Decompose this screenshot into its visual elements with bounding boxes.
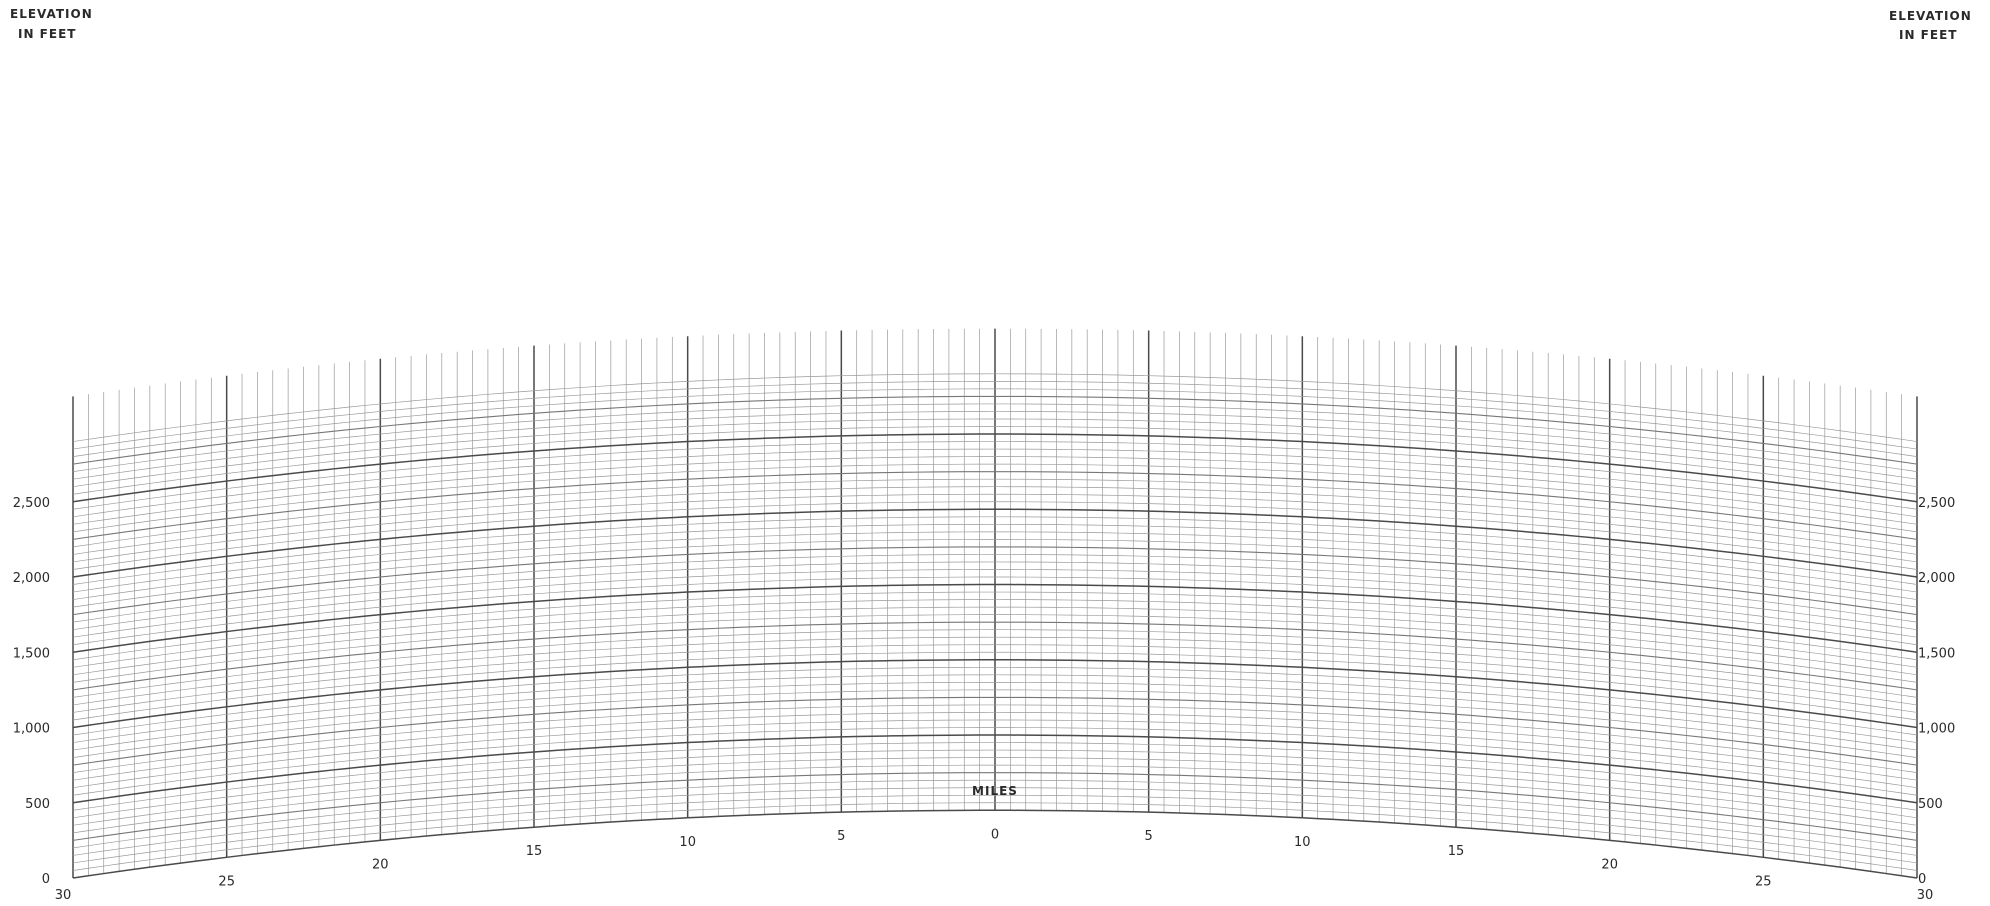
- elevation-gridline: [72, 696, 1918, 766]
- elevation-gridline: [72, 501, 1918, 570]
- elevation-gridline: [72, 418, 1918, 488]
- elevation-gridline: [72, 411, 1918, 480]
- elevation-gridline: [72, 433, 1918, 503]
- curved-grid: [72, 328, 1918, 879]
- elevation-gridline: [72, 523, 1918, 593]
- elevation-gridline: [72, 636, 1918, 706]
- elevation-gridline: [72, 749, 1918, 819]
- elevation-tick-label-left: 500: [25, 797, 50, 812]
- elevation-gridline: [72, 426, 1918, 495]
- mile-tick-label: 5: [1145, 829, 1153, 844]
- elevation-gridline: [72, 463, 1918, 533]
- elevation-gridline: [72, 493, 1918, 563]
- elevation-gridline: [72, 674, 1918, 743]
- right-axis-title-line-2: IN FEET: [1899, 28, 1957, 42]
- mile-tick-label: 30: [55, 888, 72, 903]
- elevation-tick-label-left: 0: [42, 872, 50, 887]
- mile-tick-label: 15: [1448, 844, 1465, 859]
- x-axis-title: MILES: [972, 784, 1018, 798]
- axis-labels: ELEVATION IN FEET ELEVATION IN FEET MILE…: [10, 7, 1972, 903]
- elevation-gridline: [72, 629, 1918, 698]
- mile-tick-label: 10: [1294, 835, 1311, 850]
- elevation-gridline: [72, 719, 1918, 789]
- right-axis-title-line-1: ELEVATION: [1889, 9, 1972, 23]
- elevation-gridline: [72, 727, 1918, 796]
- elevation-gridline: [72, 712, 1918, 781]
- elevation-tick-label-left: 2,500: [13, 496, 50, 511]
- elevation-tick-label-right: 500: [1918, 797, 1943, 812]
- mile-tick-label: 10: [679, 835, 696, 850]
- elevation-tick-label-right: 2,000: [1918, 571, 1955, 586]
- elevation-gridline: [72, 531, 1918, 600]
- elevation-gridline: [72, 734, 1918, 804]
- elevation-gridline: [72, 621, 1918, 691]
- elevation-gridline: [72, 478, 1918, 548]
- mile-tick-label: 25: [218, 874, 235, 889]
- elevation-gridline: [72, 508, 1918, 578]
- elevation-gridline: [72, 403, 1918, 472]
- mile-tick-label: 0: [991, 827, 999, 842]
- elevation-gridline: [72, 772, 1918, 841]
- elevation-gridline: [72, 471, 1918, 540]
- elevation-gridline: [72, 516, 1918, 585]
- elevation-gridline: [72, 742, 1918, 811]
- mile-tick-label: 30: [1917, 888, 1934, 903]
- elevation-tick-label-left: 1,000: [13, 722, 50, 737]
- elevation-gridline: [72, 591, 1918, 661]
- mile-tick-label: 5: [837, 829, 845, 844]
- left-axis-title-line-1: ELEVATION: [10, 7, 93, 21]
- elevation-gridline: [72, 546, 1918, 616]
- elevation-gridline: [72, 486, 1918, 555]
- elevation-gridline: [72, 681, 1918, 751]
- left-axis-title-line-2: IN FEET: [18, 27, 76, 41]
- elevation-gridline: [72, 614, 1918, 683]
- elevation-gridline: [72, 809, 1918, 879]
- elevation-gridline: [72, 388, 1918, 457]
- elevation-gridline: [72, 561, 1918, 631]
- elevation-gridline: [72, 599, 1918, 668]
- elevation-gridline: [72, 764, 1918, 834]
- elevation-gridline: [72, 441, 1918, 510]
- elevation-gridline: [72, 802, 1918, 871]
- elevation-gridline: [72, 757, 1918, 826]
- elevation-tick-label-right: 0: [1918, 872, 1926, 887]
- elevation-gridline: [72, 779, 1918, 849]
- elevation-gridline: [72, 539, 1918, 608]
- elevation-gridline: [72, 666, 1918, 736]
- elevation-gridline: [72, 644, 1918, 713]
- elevation-gridline: [72, 456, 1918, 525]
- elevation-tick-label-right: 1,000: [1918, 722, 1955, 737]
- elevation-gridline: [72, 569, 1918, 638]
- elevation-tick-label-left: 1,500: [13, 646, 50, 661]
- elevation-gridline: [72, 373, 1918, 442]
- elevation-gridline: [72, 794, 1918, 864]
- mile-tick-label: 25: [1755, 874, 1772, 889]
- elevation-gridline: [72, 704, 1918, 773]
- elevation-gridline: [72, 659, 1918, 729]
- elevation-gridline: [72, 689, 1918, 758]
- elevation-tick-label-right: 2,500: [1918, 496, 1955, 511]
- elevation-gridline: [72, 448, 1918, 518]
- elevation-gridline: [72, 576, 1918, 646]
- mile-tick-label: 20: [1601, 857, 1618, 872]
- elevation-gridline: [72, 554, 1918, 623]
- elevation-gridline: [72, 380, 1918, 450]
- mile-tick-label: 15: [526, 844, 543, 859]
- mile-tick-label: 20: [372, 857, 389, 872]
- elevation-tick-label-right: 1,500: [1918, 646, 1955, 661]
- elevation-tick-label-left: 2,000: [13, 571, 50, 586]
- elevation-gridline: [72, 395, 1918, 465]
- elevation-gridline: [72, 583, 1918, 653]
- elevation-gridline: [72, 651, 1918, 721]
- elevation-gridline: [72, 606, 1918, 676]
- elevation-gridline: [72, 787, 1918, 856]
